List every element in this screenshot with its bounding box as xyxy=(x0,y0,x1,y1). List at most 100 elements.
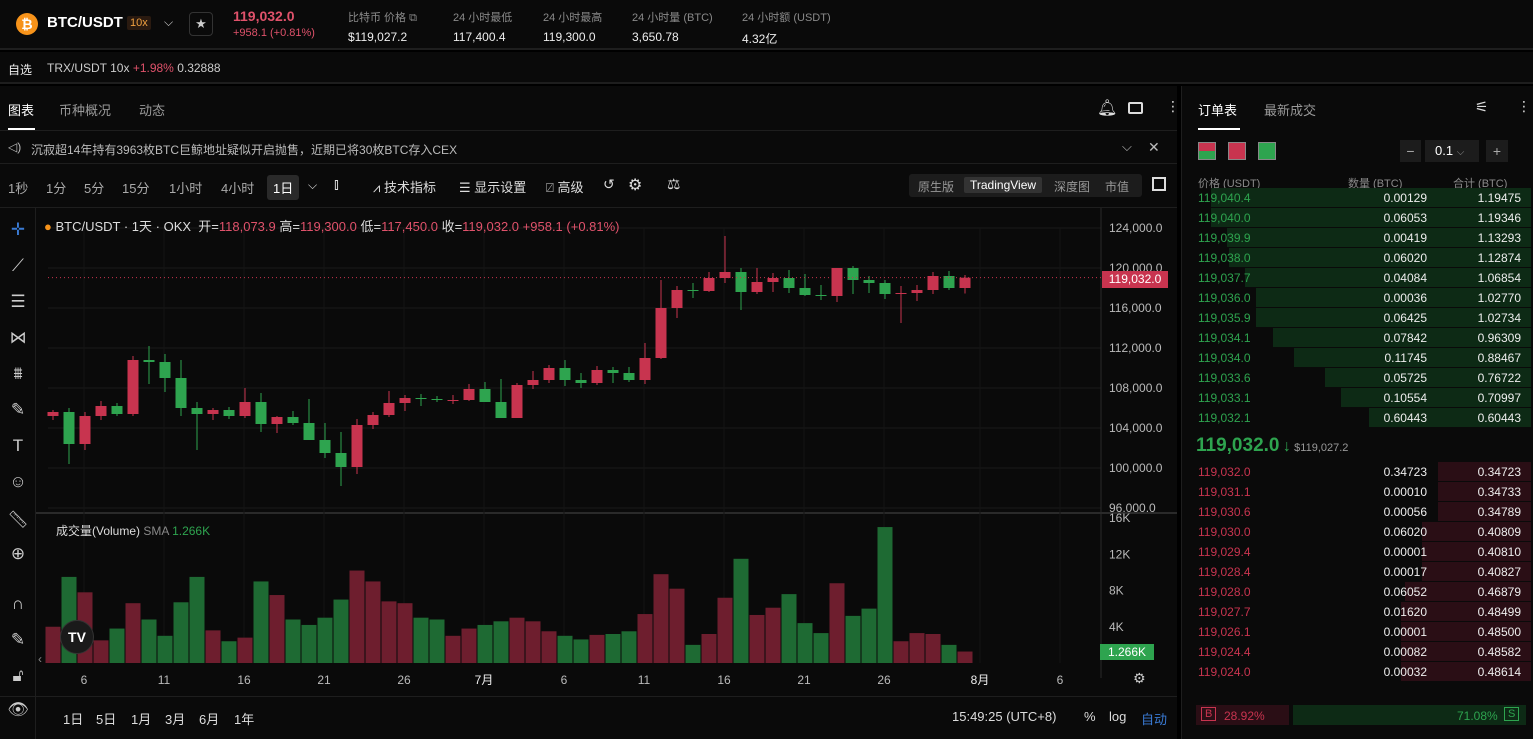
bid-row[interactable]: 119,033.1 0.10554 0.70997 xyxy=(1196,388,1531,408)
candle-type-icon[interactable]: ⫾ xyxy=(334,176,339,193)
timeframe-1s[interactable]: 1秒 xyxy=(8,181,29,196)
ruler-icon[interactable]: 📏︎ xyxy=(7,510,29,529)
bid-row[interactable]: 119,035.9 0.06425 1.02734 xyxy=(1196,308,1531,328)
bid-row[interactable]: 119,037.7 0.04084 1.06854 xyxy=(1196,268,1531,288)
timeframe-15m[interactable]: 15分 xyxy=(122,181,150,196)
indicators-button[interactable]: ⩘ 技术指标 xyxy=(373,177,436,196)
horizontal-lines-icon[interactable]: ☰ xyxy=(10,292,26,311)
tab-coin-overview[interactable]: 币种概况 xyxy=(59,103,112,118)
filter-settings-icon[interactable]: ⚟ xyxy=(1475,99,1489,116)
tab-orderbook[interactable]: 订单表 xyxy=(1198,103,1238,118)
emoji-icon[interactable]: ☺ xyxy=(9,472,27,491)
precision-select[interactable]: 0.1 ⌵ xyxy=(1425,140,1479,162)
clock[interactable]: 15:49:25 (UTC+8) xyxy=(952,709,1057,724)
announcement-bar[interactable]: ◁) 沉寂超14年持有3963枚BTC巨鲸地址疑似开启抛售，近期已将30枚BTC… xyxy=(0,130,1177,164)
depth-bar xyxy=(1421,562,1531,581)
compare-scale-icon[interactable]: ⚖ xyxy=(667,176,681,193)
crosshair-icon[interactable]: ✛ xyxy=(10,220,26,239)
collapse-sidebar-icon[interactable]: ‹ xyxy=(38,652,42,666)
timeframe-chevron-icon[interactable]: ⌵ xyxy=(308,178,318,192)
alert-add-icon[interactable]: 🔔︎ xyxy=(1097,100,1118,117)
ask-row[interactable]: 119,030.6 0.00056 0.34789 xyxy=(1196,502,1531,522)
ask-row[interactable]: 119,028.0 0.06052 0.46879 xyxy=(1196,582,1531,602)
settings-gear-icon[interactable]: ⚙ xyxy=(628,177,643,194)
ask-row[interactable]: 119,024.4 0.00082 0.48582 xyxy=(1196,642,1531,662)
auto-toggle[interactable]: 自动 xyxy=(1141,712,1168,727)
view-tradingview[interactable]: TradingView xyxy=(964,177,1043,193)
log-toggle[interactable]: log xyxy=(1109,709,1127,724)
symbol-selector[interactable]: BTC/USDT xyxy=(47,14,123,31)
brush-icon[interactable]: ✎ xyxy=(10,400,26,419)
tab-activity[interactable]: 动态 xyxy=(139,103,166,118)
mark-price[interactable]: $119,027.2 xyxy=(1294,442,1349,454)
favorites-label[interactable]: 自选 xyxy=(8,63,33,77)
ask-row[interactable]: 119,031.1 0.00010 0.34733 xyxy=(1196,482,1531,502)
more-icon[interactable]: ⋮ xyxy=(1166,98,1180,114)
replay-icon[interactable]: ↺ xyxy=(603,176,615,192)
percent-toggle[interactable]: % xyxy=(1084,709,1096,724)
range-6m[interactable]: 6月 xyxy=(199,712,220,727)
advanced-button[interactable]: ⍁ 高级 xyxy=(546,177,583,196)
layout-icon[interactable] xyxy=(1128,102,1143,114)
more-icon[interactable]: ⋮ xyxy=(1517,98,1531,114)
view-asks-icon[interactable] xyxy=(1228,142,1246,160)
ask-row[interactable]: 119,026.1 0.00001 0.48500 xyxy=(1196,622,1531,642)
candle-body xyxy=(271,417,283,424)
bid-row[interactable]: 119,034.1 0.07842 0.96309 xyxy=(1196,328,1531,348)
ask-row[interactable]: 119,027.7 0.01620 0.48499 xyxy=(1196,602,1531,622)
bid-row[interactable]: 119,040.4 0.00129 1.19475 xyxy=(1196,188,1531,208)
favorite-star-icon[interactable]: ★ xyxy=(189,12,213,36)
precision-increase-button[interactable]: + xyxy=(1486,140,1508,162)
view-native[interactable]: 原生版 xyxy=(918,180,955,194)
view-bids-icon[interactable] xyxy=(1258,142,1276,160)
bid-row[interactable]: 119,034.0 0.11745 0.88467 xyxy=(1196,348,1531,368)
precision-decrease-button[interactable]: − xyxy=(1400,140,1421,162)
stat-index-price[interactable]: 比特币 价格 ⧉ $119,027.2 xyxy=(348,9,417,44)
bid-row[interactable]: 119,040.0 0.06053 1.19346 xyxy=(1196,208,1531,228)
view-both-icon[interactable] xyxy=(1198,142,1216,160)
tradingview-logo-icon[interactable]: TV xyxy=(60,620,94,654)
range-5d[interactable]: 5日 xyxy=(96,712,117,727)
lock-icon[interactable]: 🔓︎ xyxy=(12,666,24,685)
lock-drawing-icon[interactable]: ✎ xyxy=(10,630,26,649)
range-3m[interactable]: 3月 xyxy=(165,712,186,727)
ask-row[interactable]: 119,032.0 0.34723 0.34723 xyxy=(1196,462,1531,482)
ask-row[interactable]: 119,029.4 0.00001 0.40810 xyxy=(1196,542,1531,562)
bid-row[interactable]: 119,039.9 0.00419 1.13293 xyxy=(1196,228,1531,248)
pattern-icon[interactable]: ⋈ xyxy=(9,328,27,347)
fib-icon[interactable]: ⩩ xyxy=(13,364,23,383)
ask-row[interactable]: 119,030.0 0.06020 0.40809 xyxy=(1196,522,1531,542)
candle-body xyxy=(463,389,475,400)
view-depth[interactable]: 深度图 xyxy=(1054,180,1091,194)
ask-row[interactable]: 119,028.4 0.00017 0.40827 xyxy=(1196,562,1531,582)
favorite-ticker[interactable]: TRX/USDT 10x +1.98% 0.32888 xyxy=(47,61,221,75)
close-icon[interactable]: ✕ xyxy=(1148,139,1160,155)
display-settings-button[interactable]: ☰ 显示设置 xyxy=(459,177,526,196)
timeframe-1h[interactable]: 1小时 xyxy=(169,181,203,196)
text-icon[interactable]: T xyxy=(12,436,24,455)
trend-line-icon[interactable]: ⟋ xyxy=(12,256,24,275)
range-1y[interactable]: 1年 xyxy=(234,712,255,727)
tab-latest-trades[interactable]: 最新成交 xyxy=(1264,103,1317,118)
fullscreen-icon[interactable] xyxy=(1152,177,1166,191)
ask-row[interactable]: 119,024.0 0.00032 0.48614 xyxy=(1196,662,1531,682)
expand-chevron-icon[interactable]: ⌵ xyxy=(1122,139,1132,154)
price-chart[interactable]: 124,000.0120,000.0116,000.0112,000.0108,… xyxy=(36,208,1177,739)
eye-icon[interactable]: 👁︎ xyxy=(7,700,29,719)
timeframe-4h[interactable]: 4小时 xyxy=(221,181,255,196)
chevron-down-icon[interactable]: ⌵ xyxy=(164,15,174,29)
zoom-in-icon[interactable]: ⊕ xyxy=(10,544,26,563)
range-1d[interactable]: 1日 xyxy=(63,712,84,727)
tab-chart[interactable]: 图表 xyxy=(8,103,35,118)
timeframe-5m[interactable]: 5分 xyxy=(84,181,105,196)
bid-row[interactable]: 119,033.6 0.05725 0.76722 xyxy=(1196,368,1531,388)
bid-row[interactable]: 119,036.0 0.00036 1.02770 xyxy=(1196,288,1531,308)
timeframe-1d[interactable]: 1日 xyxy=(267,175,300,200)
bid-row[interactable]: 119,032.1 0.60443 0.60443 xyxy=(1196,408,1531,428)
range-1m[interactable]: 1月 xyxy=(131,712,152,727)
bid-row[interactable]: 119,038.0 0.06020 1.12874 xyxy=(1196,248,1531,268)
view-market-cap[interactable]: 市值 xyxy=(1105,180,1130,194)
chart-settings-icon[interactable]: ⚙ xyxy=(1133,670,1146,686)
timeframe-1m[interactable]: 1分 xyxy=(46,181,67,196)
magnet-icon[interactable]: ∩ xyxy=(11,594,25,613)
